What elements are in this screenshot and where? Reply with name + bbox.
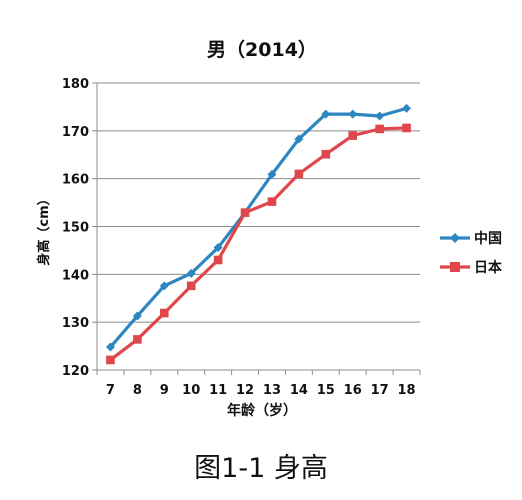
y-axis-label: 身高（cm） [36,192,52,265]
data-point [186,268,196,278]
y-tick-labels: 120 130 140 150 160 170 180 [62,77,89,379]
legend-marker [450,233,460,243]
data-point [294,169,304,179]
series-2 [106,123,411,365]
x-tick-label: 13 [263,383,281,398]
line-chart: 男（2014） 120 130 140 150 160 170 180 7 8 9 10 11 12 1… [36,38,503,419]
x-tick-label: 8 [133,383,142,398]
series-line [109,106,407,349]
data-point [240,208,250,217]
series-1 [105,103,412,352]
data-point [213,255,223,265]
y-tick-label: 140 [62,268,89,283]
data-point [186,281,196,291]
data-point [105,342,115,352]
y-tick-label: 130 [62,316,89,331]
legend-item: 日本 [440,259,503,276]
data-point [267,169,277,179]
data-point [159,281,169,291]
y-tick-label: 170 [62,125,89,140]
data-point [159,308,169,318]
y-tick-label: 160 [62,173,89,188]
legend-item: 中国 [440,230,502,247]
gridlines [97,82,420,323]
x-tick-label: 14 [290,383,308,398]
x-tick-label: 17 [371,383,389,398]
legend-label: 日本 [474,259,503,276]
legend-label: 中国 [474,230,502,247]
data-point [321,149,331,159]
data-point [267,197,277,206]
data-point [348,131,358,140]
series-group [105,103,412,365]
data-point [402,103,412,113]
data-point [402,123,411,133]
y-tick-label: 150 [62,221,89,236]
data-point [106,355,115,365]
x-axis-label: 年龄（岁） [227,402,297,419]
data-point [321,109,331,119]
data-point [132,311,142,321]
x-tick-label: 15 [317,383,335,398]
chart-title: 男（2014） [207,38,317,61]
legend-marker [450,262,460,272]
x-tick-label: 16 [344,383,362,398]
y-tick-label: 120 [62,364,89,379]
figure-caption: 图1-1 身高 [194,453,328,484]
x-tick-label: 10 [182,383,200,398]
data-point [294,134,304,144]
data-point [213,243,223,253]
data-point [133,335,142,344]
x-tick-label: 9 [160,383,169,398]
data-point [375,111,385,121]
x-tick-label: 12 [236,383,254,398]
series-line [109,126,407,362]
data-point [375,124,384,134]
x-tick-label: 18 [397,383,415,398]
x-tick-labels: 7 8 9 10 11 12 13 14 15 16 17 18 [106,383,416,398]
y-tick-label: 180 [62,77,89,92]
data-point [348,109,358,119]
x-tick-label: 7 [106,383,115,398]
x-tick-label: 11 [209,383,227,398]
axes [92,82,421,375]
